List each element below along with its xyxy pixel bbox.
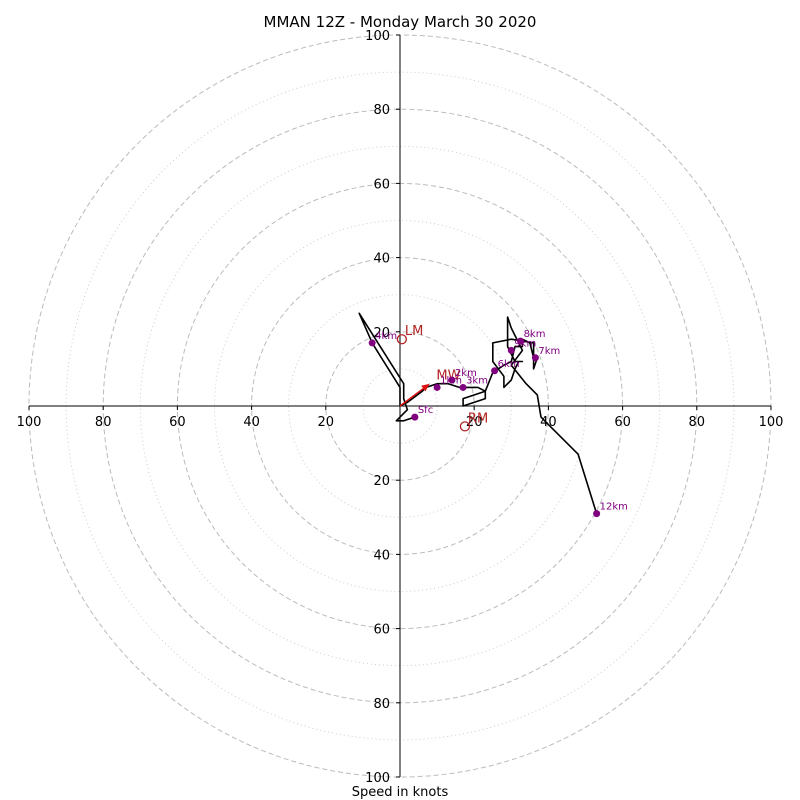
height-marker-point [433,383,441,391]
y-tick-label: 60 [373,623,390,638]
y-tick-label: 80 [373,697,390,712]
y-tick-label: 20 [373,326,390,341]
height-marker-label: 8km [524,329,546,340]
wind-trace-line [358,312,598,514]
wind-trace [358,312,598,514]
height-marker-label: 4km [375,331,397,342]
y-tick-label: 80 [373,103,390,118]
y-tick-label: 40 [373,548,390,563]
storm-motion-circle [459,421,471,432]
x-tick-label: 40 [243,415,260,430]
x-tick-label: 40 [540,415,557,430]
height-marker-point [531,354,539,362]
storm-motion-circle [396,334,408,345]
height-marker-point [411,413,419,421]
height-marker-point [507,346,515,354]
y-tick-label: 100 [365,771,390,786]
height-marker-label: 6km [498,359,520,370]
x-tick-label: 80 [95,415,112,430]
y-tick-label: 60 [373,177,390,192]
x-tick-label: 80 [689,415,706,430]
chart-title: MMAN 12Z - Monday March 30 2020 [264,13,537,31]
y-tick-label: 100 [365,29,390,44]
height-marker-label: 3km [466,375,488,386]
height-marker-point [448,376,456,384]
height-marker-label: 2km [455,368,477,379]
height-marker-point [491,367,499,375]
height-marker-point [368,339,376,347]
x-tick-label: 60 [169,415,186,430]
storm-motion-label: RM [468,411,488,426]
x-tick-label: 20 [318,415,335,430]
tick-labels: 100 80 60 40 20 20 40 60 80 100100806040202040608… [17,29,784,786]
height-marker-label: Sfc [418,405,433,416]
mean-wind-arrow-shaft [399,387,424,407]
x-axis-label: Speed in knots [352,785,449,800]
x-tick-label: 100 [759,415,784,430]
height-marker-point [593,510,601,518]
height-marker-point [459,383,467,391]
height-markers: Sfc1km2km3km6km7km8km9km4km12km [368,329,628,518]
height-marker-label: 9km [514,338,536,349]
x-tick-label: 100 [17,415,42,430]
height-marker-label: 7km [538,346,560,357]
x-tick-label: 60 [614,415,631,430]
storm-motion-label: LM [405,324,423,339]
y-tick-label: 20 [373,474,390,489]
y-tick-label: 40 [373,252,390,267]
mean-wind-arrow-head [421,383,430,392]
height-marker-label: 12km [600,502,628,513]
mean-wind-vector [399,383,430,407]
height-marker-point [517,337,525,345]
